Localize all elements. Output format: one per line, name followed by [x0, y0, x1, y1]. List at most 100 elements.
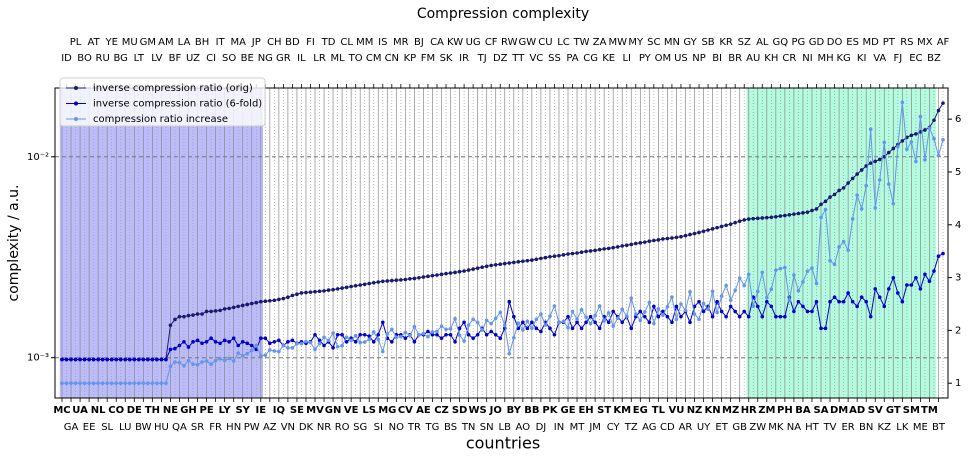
legend-box: [59, 77, 266, 127]
data-point: [778, 266, 783, 271]
data-point: [575, 317, 579, 322]
data-point: [561, 319, 566, 324]
data-point: [322, 343, 326, 348]
x-tick-label: DZ: [493, 53, 508, 64]
data-point: [588, 249, 593, 253]
data-point: [796, 211, 801, 216]
data-point: [182, 314, 186, 319]
data-point: [837, 188, 841, 193]
data-point: [317, 338, 322, 343]
data-point: [706, 228, 710, 232]
x-tick-label: BH: [195, 37, 209, 48]
x-tick-label: GH: [180, 405, 197, 416]
data-point: [670, 295, 674, 299]
x-tick-label: GW: [519, 37, 537, 48]
data-point: [796, 288, 801, 293]
x-tick-label: EG: [633, 405, 648, 416]
data-point: [258, 336, 263, 341]
data-point: [760, 216, 765, 220]
data-point: [164, 381, 168, 386]
x-tick-label: GM: [140, 37, 156, 48]
data-point: [69, 357, 73, 362]
data-point: [195, 338, 200, 343]
data-point: [439, 324, 444, 328]
x-tick-label: TW: [573, 37, 590, 48]
data-point: [209, 309, 213, 314]
data-point: [633, 312, 638, 316]
x-tick-label: PH: [777, 405, 793, 416]
data-point: [430, 332, 435, 337]
data-point: [774, 314, 778, 319]
x-tick-label: LY: [219, 405, 232, 416]
x-tick-label: HU: [154, 422, 169, 433]
data-point: [548, 326, 552, 331]
legend-marker: [74, 86, 78, 90]
data-point: [588, 314, 593, 319]
x-tick-label: BD: [285, 37, 300, 48]
data-point: [507, 299, 512, 304]
data-point: [502, 323, 507, 327]
data-point: [272, 339, 277, 344]
x-tick-label: PT: [883, 37, 896, 48]
x-tick-label: KR: [719, 37, 733, 48]
x-tick-label: LA: [178, 37, 191, 48]
data-point: [78, 381, 82, 386]
data-point: [60, 381, 64, 386]
data-point: [525, 326, 530, 331]
data-point: [796, 299, 801, 304]
data-point: [602, 247, 606, 251]
data-point: [543, 255, 548, 260]
x-tick-label: DO: [827, 37, 843, 48]
x-tick-label: KG: [836, 53, 850, 64]
data-point: [814, 281, 819, 286]
data-point: [218, 308, 222, 313]
data-point: [814, 299, 819, 304]
data-point: [344, 339, 349, 344]
data-point: [82, 357, 87, 362]
data-point: [579, 326, 584, 331]
x-tick-label: EC: [909, 53, 922, 64]
x-tick-label: ES: [846, 37, 859, 48]
data-point: [435, 332, 439, 337]
x-tick-label: GD: [809, 37, 825, 48]
x-tick-label: BN: [859, 422, 873, 433]
data-point: [249, 348, 254, 353]
legend-label: inverse compression ratio (orig): [93, 83, 253, 94]
data-point: [127, 357, 132, 362]
data-point: [896, 144, 900, 149]
data-point: [710, 314, 715, 319]
data-point: [412, 324, 417, 329]
data-point: [909, 133, 914, 138]
data-point: [584, 320, 588, 325]
data-point: [231, 336, 236, 341]
data-point: [177, 343, 182, 348]
x-tick-label: SD: [452, 405, 468, 416]
data-point: [371, 280, 376, 285]
x-tick-label: ER: [841, 422, 854, 433]
data-point: [480, 328, 484, 332]
data-point: [286, 295, 290, 300]
data-point: [390, 278, 394, 283]
data-point: [688, 320, 692, 325]
data-point: [335, 344, 340, 349]
data-point: [155, 357, 159, 362]
data-point: [358, 340, 362, 345]
data-point: [593, 320, 597, 325]
data-point: [349, 284, 353, 289]
data-point: [841, 186, 846, 190]
x-tick-label: JM: [588, 422, 601, 433]
data-point: [471, 336, 475, 341]
data-point: [146, 357, 150, 362]
data-point: [408, 333, 412, 338]
data-point: [606, 246, 611, 251]
data-point: [218, 357, 222, 361]
data-point: [914, 159, 918, 164]
data-point: [448, 271, 453, 275]
data-point: [661, 313, 665, 317]
data-point: [828, 299, 832, 304]
x-tick-label: RU: [96, 53, 110, 64]
data-point: [683, 233, 688, 238]
data-point: [236, 343, 240, 348]
data-point: [674, 304, 679, 309]
data-point: [367, 281, 372, 286]
